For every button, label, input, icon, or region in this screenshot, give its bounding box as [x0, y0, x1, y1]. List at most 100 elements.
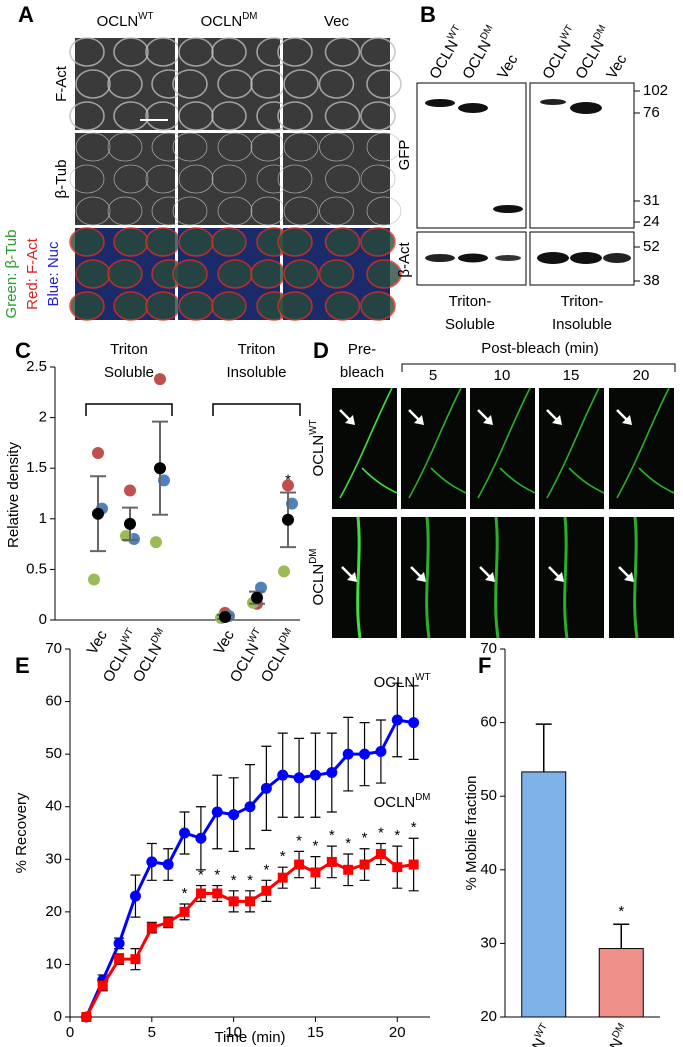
marker: [211, 806, 223, 818]
marker: [359, 859, 370, 870]
frap-image: [470, 517, 535, 638]
micrograph: [283, 133, 390, 225]
arrow: [618, 566, 630, 578]
x-tick-label: 20: [389, 1024, 406, 1041]
merge-label: Blue: Nuc: [45, 241, 62, 307]
y-axis-label: Relative density: [5, 442, 22, 548]
x-axis-label: Time (min): [214, 1029, 285, 1046]
significance: *: [329, 827, 335, 844]
cell-outline: [283, 196, 319, 226]
cell-outline: [69, 37, 105, 67]
marker-label: 102: [643, 82, 668, 99]
cell-outline: [360, 37, 396, 67]
cell-outline: [172, 259, 208, 289]
panel-label: D: [313, 338, 329, 363]
bracket: [401, 363, 676, 372]
y-tick-label: 0: [54, 1008, 62, 1025]
cell-outline: [178, 164, 214, 194]
membrane: [339, 387, 398, 499]
blot-row-label: β-Act: [396, 242, 413, 278]
marker: [228, 809, 240, 821]
merge-label: Red: F-Act: [24, 237, 41, 310]
row-label: β-Tub: [53, 160, 70, 199]
band: [495, 255, 521, 261]
cell-outline: [75, 69, 111, 99]
significance: *: [411, 819, 417, 836]
cell-outline: [113, 164, 149, 194]
micrograph: [178, 133, 280, 225]
western-blot: [416, 82, 635, 286]
replicate-dot: [278, 565, 290, 578]
row-label-base: OCLN: [310, 564, 327, 606]
micrograph: [75, 133, 175, 225]
time-label: 5: [429, 367, 437, 384]
group-bracket: [85, 403, 173, 416]
x-tick-label: 15: [307, 1024, 324, 1041]
marker: [81, 1012, 92, 1022]
marker: [375, 849, 386, 860]
marker: [392, 862, 403, 873]
band: [603, 253, 631, 263]
marker: [228, 896, 239, 907]
cell-outline: [145, 291, 181, 321]
y-tick-label: 20: [480, 1008, 497, 1025]
cell-outline: [360, 227, 396, 257]
time-label: 20: [633, 367, 650, 384]
row-label-sup: DM: [308, 549, 319, 564]
y-tick-label: 70: [45, 640, 62, 657]
cell-outline: [324, 291, 361, 321]
membrane: [546, 387, 605, 499]
time-label: 15: [563, 367, 580, 384]
marker: [163, 917, 174, 928]
marker: [277, 872, 288, 883]
marker: [293, 772, 305, 784]
marker: [130, 954, 141, 965]
mean-dot: [251, 591, 263, 604]
replicate-dot: [282, 479, 294, 492]
arrow-head: [416, 572, 426, 582]
arrow-head: [622, 415, 632, 425]
arrow-head: [347, 572, 357, 582]
marker: [342, 748, 354, 760]
cell-outline: [318, 259, 355, 289]
y-tick-label: 2.5: [26, 358, 47, 375]
column-label: OCLNWT: [97, 11, 154, 30]
replicate-dot: [92, 447, 104, 460]
marker: [294, 859, 305, 870]
series-label-sup: DM: [415, 792, 430, 803]
cell-outline: [69, 291, 105, 321]
x-tick-label: 5: [148, 1024, 156, 1041]
cell-outline: [360, 291, 396, 321]
membrane: [408, 387, 467, 499]
significance: *: [247, 872, 253, 889]
marker-label: 52: [643, 238, 660, 255]
arrow: [548, 566, 560, 578]
significance: *: [362, 830, 368, 847]
significance: *: [231, 872, 237, 889]
significance: *: [618, 903, 624, 920]
replicate-dot: [88, 573, 100, 586]
column-label: OCLNDM: [201, 11, 258, 30]
y-tick-label: 1: [39, 510, 47, 527]
cell-outline: [277, 101, 313, 131]
arrow: [477, 409, 489, 421]
y-tick-label: 0: [39, 611, 47, 628]
y-tick-label: 60: [45, 693, 62, 710]
cell-outline: [107, 69, 143, 99]
arrow-head: [345, 415, 355, 425]
post-label: Post-bleach (min): [481, 340, 599, 357]
fraction-label: Insoluble: [552, 316, 612, 333]
column-label-base: OCLN: [97, 13, 139, 30]
y-tick-label: 30: [45, 850, 62, 867]
pre-label: bleach: [340, 364, 384, 381]
mean-dot: [282, 513, 294, 526]
series-label-sup: WT: [415, 672, 430, 683]
significance: *: [182, 885, 188, 902]
marker: [260, 782, 272, 794]
row-label: OCLNDM: [308, 549, 327, 606]
cell-outline: [75, 196, 111, 226]
cell-outline: [277, 227, 313, 257]
marker: [408, 859, 419, 870]
significance: *: [394, 827, 400, 844]
band: [425, 99, 455, 107]
